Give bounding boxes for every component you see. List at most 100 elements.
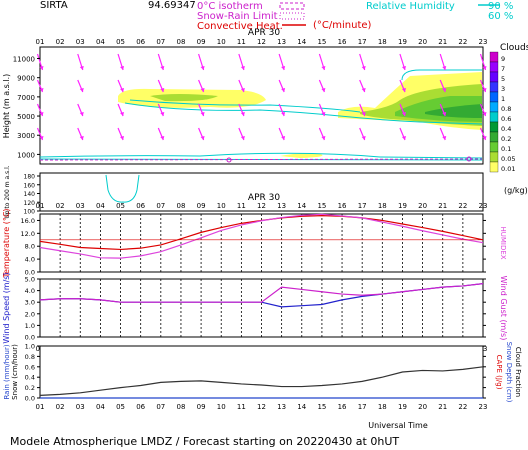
hour-tick-label: 19 [398,403,407,411]
hour-tick-label: 13 [277,38,286,46]
hour-tick-label: 02 [56,403,65,411]
cloud-blob [150,94,218,102]
cloud-scale-label: 0.6 [501,115,511,123]
wind-speed-y-label: Wind Speed (m/s) [2,272,11,343]
legend-humidity-90: 90 % [488,1,513,12]
wind-arrow-head [281,112,286,116]
cloud-panel: 11000 9000 7000 5000 3000 1000 Height (m a.s.… [2,46,487,165]
isotherm-marker [226,157,232,163]
cloud-y-axis: 11000 9000 7000 5000 3000 1000 [13,56,40,159]
header: SIRTA 94.69347 0°C isotherm Snow-Rain Li… [40,0,513,32]
y-tick-label: 12.0 [21,230,35,238]
wind-arrow-head [361,88,366,92]
y-tick-label: 180 [24,174,36,181]
wind-arrow-head [240,66,245,70]
x-axis-title: Universal Time [368,421,428,430]
mid-hour-axis: 01 02 03 04 05 06 07 08 09 10 11 12 13 14 15 16 17 18 19 20… [36,202,488,210]
legend-snow-rain-label: Snow-Rain Limit [197,11,278,22]
wind-gust-y-label: Wind Gust (m/s) [499,276,508,341]
y-tick-label: 120 [24,200,36,207]
hour-tick-label: 09 [197,403,206,411]
hour-tick-label: 22 [458,38,467,46]
hour-tick-label: 16 [338,403,347,411]
hour-tick-label: 07 [156,202,165,210]
wind-arrow [117,103,125,117]
cloud-blob [425,104,482,118]
humidity-contour [401,69,482,81]
wind-arrow [278,79,286,93]
wind-arrow [479,79,487,93]
hour-tick-label: 11 [237,202,246,210]
cape-y-label: CAPE (J/g) [495,355,503,390]
wind-arrow-head [160,112,165,116]
rain-y-label: Rain (mm/hour) [3,344,11,399]
temperature-panel: Temperature (°C) HUMIDEX 16.0 12.0 8.0 4.0 0… [2,208,507,278]
wind-arrow-head [120,66,125,70]
wind-arrow-head [120,88,125,92]
y-tick-label: 140 [24,191,36,198]
wind-arrow-head [442,88,447,92]
wind-arrow [77,53,84,71]
cloud-scale-swatch [489,61,499,73]
isotherm-marker [466,156,472,162]
wind-arrow-head [39,112,44,116]
wind-arrow [278,53,286,71]
y-tick-label: 0.0 [25,269,35,277]
hour-tick-label: 20 [418,38,427,46]
wind-arrow [157,103,165,117]
hour-tick-label: 01 [36,38,45,46]
y-tick-label: 5000 [17,113,35,121]
site-coords: 94.69347 [148,0,196,11]
hour-tick-label: 20 [418,202,427,210]
hour-tick-label: 01 [36,403,45,411]
humidity-contour-low [105,174,140,203]
boundary-y-label: Up to 200 m a.s.l. [4,165,11,218]
footer-title: Modele Atmospherique LMDZ / Forecast sta… [10,435,399,448]
cloud-scale-label: 9 [501,55,505,63]
y-tick-label: 4.0 [25,256,35,264]
hour-tick-label: 22 [458,403,467,411]
cloud-scale-label: 7 [501,65,505,73]
hour-tick-label: 14 [297,38,306,46]
hour-tick-label: 18 [378,403,387,411]
legend-convective-label: Convective Heat. [197,21,283,32]
wind-arrow-head [200,136,205,140]
wind-arrow-head [321,66,326,70]
y-tick-label: 5.0 [25,276,35,284]
humidity-contour [39,152,483,159]
cloud-scale-swatch [489,121,499,133]
wind-arrow [157,53,165,71]
hour-tick-label: 13 [277,202,286,210]
wind-arrow [77,103,84,117]
hour-tick-label: 20 [418,403,427,411]
precip-panel: Rain (mm/hour) Snow (cm/hour) CAPE (J/g)… [3,342,522,403]
hour-tick-label: 06 [136,202,145,210]
wind-arrow [278,103,286,117]
wind-arrow-head [160,88,165,92]
hour-tick-label: 02 [56,38,65,46]
hour-tick-label: 04 [96,38,105,46]
cloud-blobs [118,72,482,158]
wind-arrow [36,79,44,93]
y-tick-label: 3000 [17,132,35,140]
snow-y-label: Snow (cm/hour) [11,344,19,400]
wind-arrow-head [442,66,447,70]
wind-arrow [359,127,366,141]
y-tick-label: 1.0 [25,322,35,330]
wind-arrow-head [79,88,84,92]
cloud-scale-label: 0.05 [501,155,515,163]
wind-arrow-head [240,136,245,140]
wind-arrow [36,127,44,141]
hour-tick-label: 16 [338,38,347,46]
wind-arrow-head [200,112,205,116]
wind-arrow [77,127,84,141]
y-tick-label: 0.0 [25,395,35,403]
cloud-scale-swatch [489,91,499,103]
wind-arrow [278,127,286,141]
wind-arrow [198,79,205,93]
hour-tick-label: 18 [378,38,387,46]
hour-tick-label: 18 [378,202,387,210]
y-tick-label: 7000 [17,94,35,102]
